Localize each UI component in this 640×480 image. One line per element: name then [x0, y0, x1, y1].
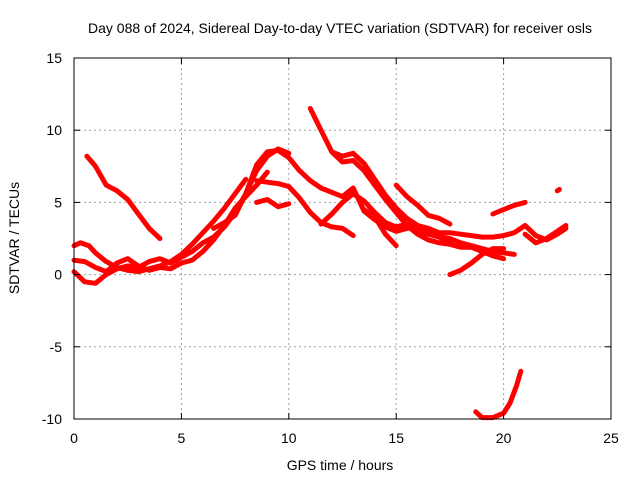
series-track-11 — [361, 207, 399, 249]
series-track-15 — [522, 223, 569, 246]
series-track-13 — [447, 246, 507, 278]
y-tick-label: -10 — [42, 411, 62, 427]
series-track-9 — [318, 191, 517, 257]
x-tick-label: 0 — [70, 430, 78, 446]
series-track-8 — [254, 178, 356, 239]
tick-layer: 0 5 10 15 20 25 -10 -5 0 5 10 15 — [42, 50, 619, 446]
x-tick-label: 10 — [281, 430, 297, 446]
series-track-4 — [71, 169, 270, 275]
series-track-5 — [211, 147, 569, 243]
y-tick-label: 0 — [54, 267, 62, 283]
x-tick-label: 5 — [178, 430, 186, 446]
series-track-10 — [254, 197, 292, 210]
series-layer — [71, 106, 569, 421]
series-track-14 — [490, 199, 528, 217]
x-tick-label: 20 — [496, 430, 512, 446]
series-track-1 — [84, 153, 163, 241]
series-track-12 — [393, 182, 453, 227]
y-tick-label: 10 — [46, 122, 62, 138]
series-track-17 — [554, 186, 562, 194]
y-tick-label: -5 — [50, 339, 63, 355]
y-tick-label: 5 — [54, 194, 62, 210]
y-axis-label: SDTVAR / TECUs — [6, 182, 22, 294]
chart-title: Day 088 of 2024, Sidereal Day-to-day VTE… — [88, 20, 592, 36]
plot-frame — [73, 57, 612, 420]
y-tick-label: 15 — [46, 50, 62, 66]
x-axis-label: GPS time / hours — [287, 457, 394, 473]
x-tick-label: 15 — [388, 430, 404, 446]
grid-layer — [74, 58, 611, 419]
x-tick-label: 25 — [603, 430, 619, 446]
series-track-16 — [473, 368, 524, 421]
